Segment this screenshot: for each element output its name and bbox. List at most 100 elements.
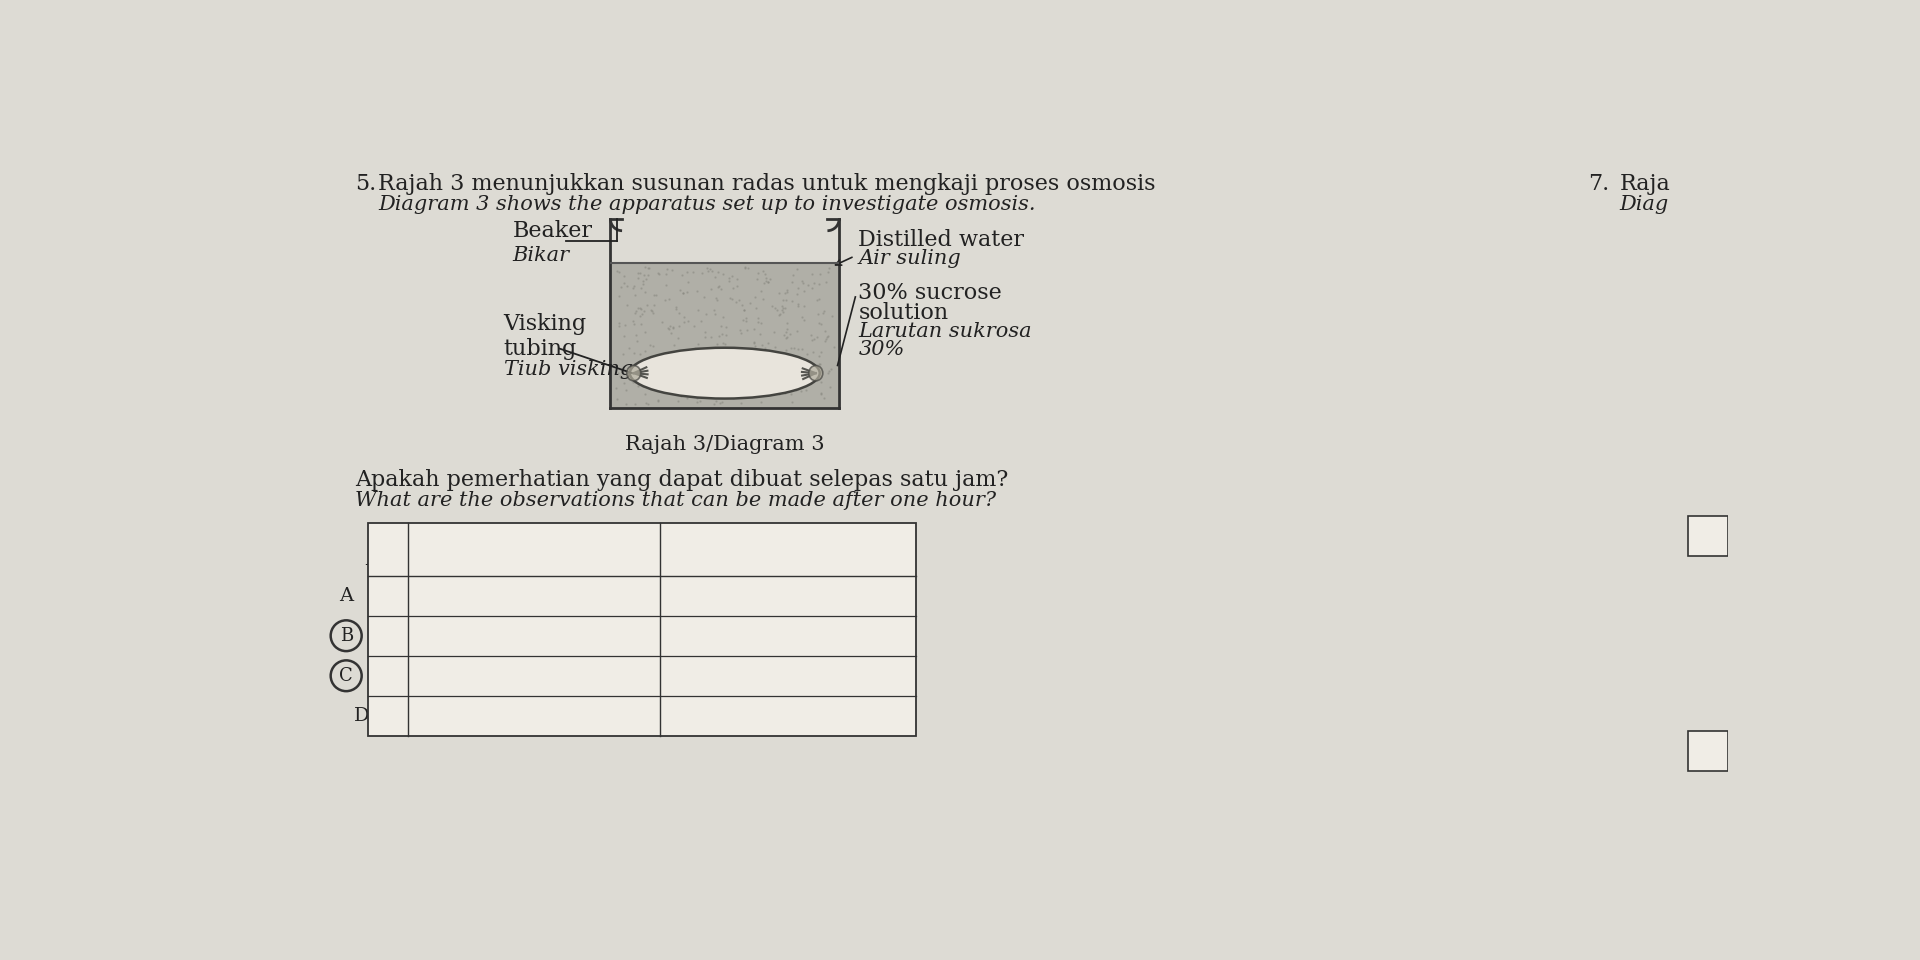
Point <box>634 260 664 276</box>
Point <box>776 395 806 410</box>
Point <box>628 274 659 289</box>
Point <box>745 326 776 342</box>
Point <box>660 301 691 317</box>
Point <box>666 367 697 382</box>
Point <box>660 300 691 315</box>
Point <box>668 375 699 391</box>
Text: B: B <box>380 627 396 645</box>
Point <box>632 271 662 286</box>
Point <box>701 290 732 305</box>
Point <box>803 356 833 372</box>
Point <box>659 320 689 335</box>
Text: What are the observations that can be made after one hour?: What are the observations that can be ma… <box>355 491 996 510</box>
Point <box>680 340 710 355</box>
Point <box>722 294 753 309</box>
Point <box>708 266 739 281</box>
Text: Flaccid: Flaccid <box>722 667 795 684</box>
Point <box>626 279 657 295</box>
Text: 5.: 5. <box>355 173 376 195</box>
Point <box>816 361 847 376</box>
Point <box>741 300 772 316</box>
Point <box>628 268 659 283</box>
Point <box>701 336 732 351</box>
Point <box>626 369 657 384</box>
Point <box>659 386 689 401</box>
Point <box>766 349 797 365</box>
Text: Raja: Raja <box>1619 173 1670 195</box>
Point <box>626 360 657 375</box>
Text: /: / <box>467 667 478 684</box>
Point <box>762 360 793 375</box>
Point <box>730 314 760 329</box>
Point <box>703 292 733 307</box>
Text: Visking: Visking <box>503 313 588 335</box>
Point <box>699 306 730 322</box>
Point <box>753 381 783 396</box>
Point <box>728 312 758 327</box>
Point <box>632 376 662 392</box>
Point <box>691 260 722 276</box>
Point <box>770 300 801 316</box>
Point <box>810 275 841 290</box>
Point <box>781 382 812 397</box>
Point <box>741 272 772 287</box>
Point <box>758 371 789 386</box>
Point <box>714 291 745 306</box>
Point <box>624 300 655 315</box>
Point <box>664 282 695 298</box>
Point <box>651 266 682 281</box>
Point <box>699 302 730 318</box>
Point <box>722 347 753 362</box>
Point <box>739 335 770 350</box>
Point <box>622 333 653 348</box>
Point <box>641 287 672 302</box>
Point <box>630 259 660 275</box>
Point <box>601 380 632 396</box>
Text: Flaccid: Flaccid <box>722 707 795 725</box>
Point <box>745 315 776 330</box>
Point <box>657 263 687 278</box>
Point <box>747 291 778 306</box>
Point <box>622 300 653 316</box>
Point <box>668 309 699 324</box>
Text: Rajah 3/Diagram 3: Rajah 3/Diagram 3 <box>624 435 824 454</box>
Point <box>607 347 637 362</box>
Point <box>776 387 806 402</box>
Point <box>737 334 768 349</box>
Point <box>693 263 724 278</box>
Point <box>766 302 797 318</box>
Text: Distilled water: Distilled water <box>858 229 1025 252</box>
Bar <box>1688 516 1728 556</box>
Point <box>622 271 653 286</box>
Point <box>682 351 712 367</box>
Point <box>695 261 726 276</box>
Text: Condition of visking tube: Condition of visking tube <box>674 551 902 569</box>
Point <box>728 348 758 364</box>
Text: /: / <box>712 667 724 684</box>
Point <box>797 345 828 360</box>
Text: Kekal: Kekal <box>422 627 478 645</box>
Point <box>689 289 720 304</box>
Point <box>812 329 843 345</box>
Point <box>659 374 689 390</box>
Point <box>818 340 849 355</box>
Point <box>770 285 801 300</box>
Text: Flasid: Flasid <box>674 667 733 684</box>
Point <box>772 343 803 358</box>
Point <box>664 348 695 364</box>
Point <box>703 351 733 367</box>
Text: Aras air suling di dalam bikar: Aras air suling di dalam bikar <box>388 533 682 550</box>
Point <box>672 264 703 279</box>
Point <box>637 353 668 369</box>
Text: Flasid: Flasid <box>674 707 733 725</box>
Point <box>722 278 753 294</box>
Point <box>628 276 659 292</box>
Point <box>768 326 799 342</box>
Point <box>739 384 770 399</box>
Point <box>730 261 760 276</box>
Point <box>655 322 685 337</box>
Point <box>770 385 801 400</box>
Point <box>747 338 778 353</box>
Point <box>680 383 710 398</box>
Point <box>730 355 760 371</box>
